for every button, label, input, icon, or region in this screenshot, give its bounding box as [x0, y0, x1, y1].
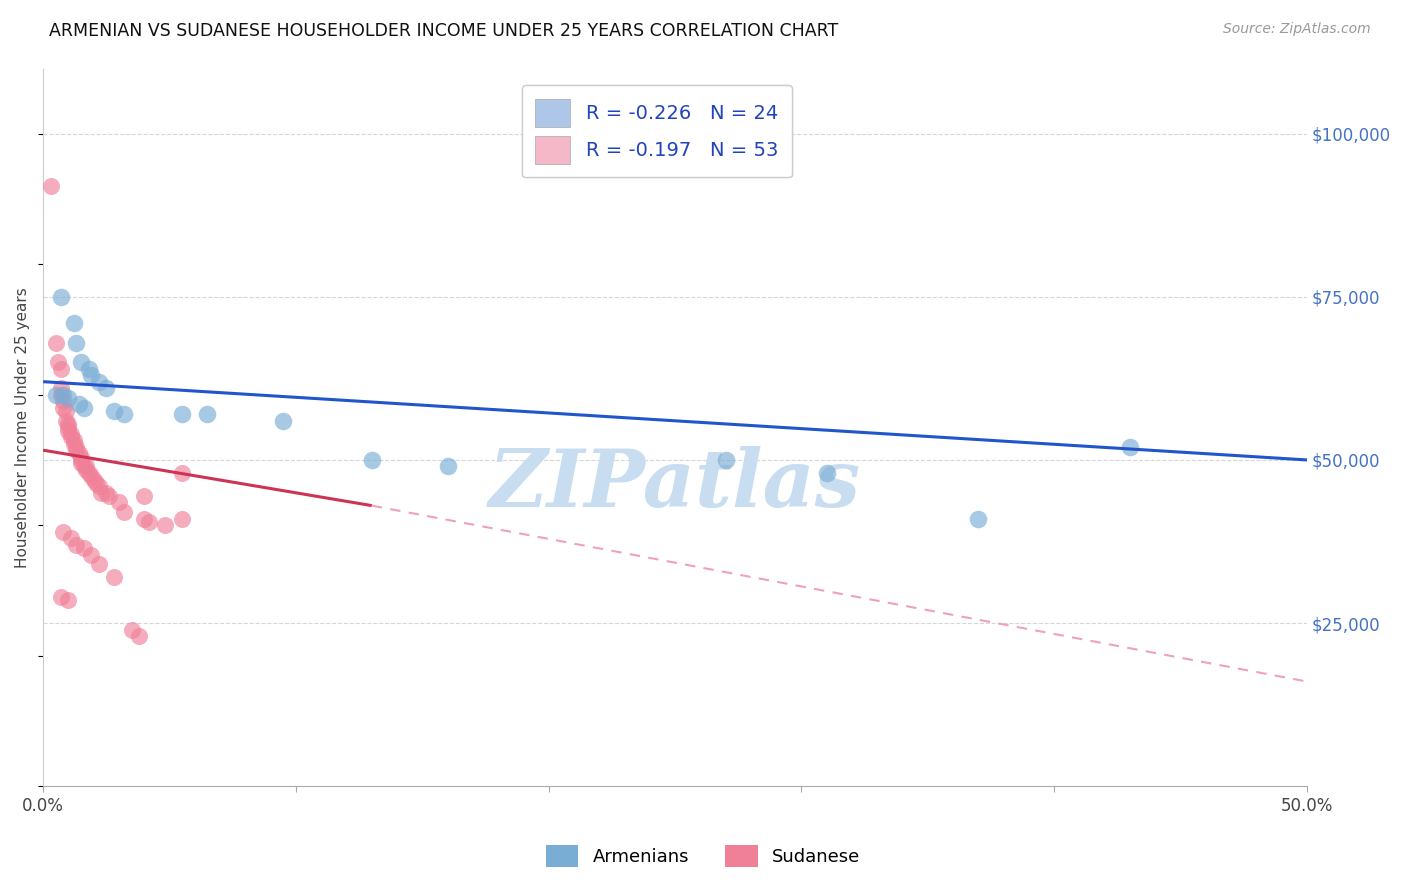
Point [714, 453, 737, 467]
Point [87, 558, 110, 572]
Point [52, 394, 75, 409]
Point [58, 391, 80, 405]
Point [172, 466, 194, 480]
Point [65, 440, 87, 454]
Point [138, 515, 160, 529]
Point [58, 424, 80, 438]
Point [49, 361, 72, 376]
Point [65, 538, 87, 552]
Point [45, 335, 67, 350]
Point [65, 443, 87, 458]
Point [1119, 440, 1142, 454]
Point [77, 361, 100, 376]
Point [58, 420, 80, 434]
Point [52, 388, 75, 402]
Point [121, 623, 143, 637]
Point [45, 388, 67, 402]
Point [58, 593, 80, 607]
Point [967, 511, 990, 525]
Point [72, 401, 94, 415]
Point [197, 407, 219, 421]
Point [55, 414, 77, 428]
Point [87, 479, 110, 493]
Text: ARMENIAN VS SUDANESE HOUSEHOLDER INCOME UNDER 25 YEARS CORRELATION CHART: ARMENIAN VS SUDANESE HOUSEHOLDER INCOME … [49, 22, 838, 40]
Point [96, 485, 118, 500]
Point [153, 518, 176, 533]
Point [75, 459, 97, 474]
Point [172, 511, 194, 525]
Point [52, 401, 75, 415]
Point [39, 178, 62, 193]
Point [80, 368, 103, 383]
Point [70, 450, 93, 464]
Point [360, 453, 382, 467]
Point [65, 335, 87, 350]
Point [112, 407, 135, 421]
Point [97, 489, 120, 503]
Point [436, 459, 458, 474]
Point [49, 381, 72, 395]
Point [70, 355, 93, 369]
Point [48, 355, 70, 369]
Point [112, 505, 135, 519]
Point [134, 511, 156, 525]
Point [59, 430, 82, 444]
Point [59, 426, 82, 441]
Point [134, 489, 156, 503]
Point [70, 453, 93, 467]
Point [90, 485, 112, 500]
Point [128, 629, 150, 643]
Point [49, 290, 72, 304]
Text: Source: ZipAtlas.com: Source: ZipAtlas.com [1223, 22, 1371, 37]
Point [55, 404, 77, 418]
Point [62, 436, 84, 450]
Point [58, 417, 80, 431]
Y-axis label: Householder Income Under 25 years: Householder Income Under 25 years [15, 287, 30, 567]
Point [83, 473, 105, 487]
Point [49, 590, 72, 604]
Point [87, 375, 110, 389]
Point [84, 475, 107, 490]
Legend: Armenians, Sudanese: Armenians, Sudanese [538, 838, 868, 874]
Point [52, 524, 75, 539]
Point [815, 466, 838, 480]
Point [80, 548, 103, 562]
Point [67, 446, 90, 460]
Legend: R = -0.226   N = 24, R = -0.197   N = 53: R = -0.226 N = 24, R = -0.197 N = 53 [522, 86, 792, 178]
Point [62, 316, 84, 330]
Point [49, 388, 72, 402]
Point [273, 414, 295, 428]
Point [70, 456, 93, 470]
Point [96, 381, 118, 395]
Point [67, 397, 90, 411]
Point [72, 541, 94, 555]
Point [103, 570, 125, 584]
Point [75, 463, 97, 477]
Point [72, 459, 94, 474]
Point [77, 466, 100, 480]
Point [80, 469, 103, 483]
Point [103, 404, 125, 418]
Text: ZIPatlas: ZIPatlas [489, 446, 860, 524]
Point [62, 434, 84, 448]
Point [59, 531, 82, 545]
Point [108, 495, 131, 509]
Point [172, 407, 194, 421]
